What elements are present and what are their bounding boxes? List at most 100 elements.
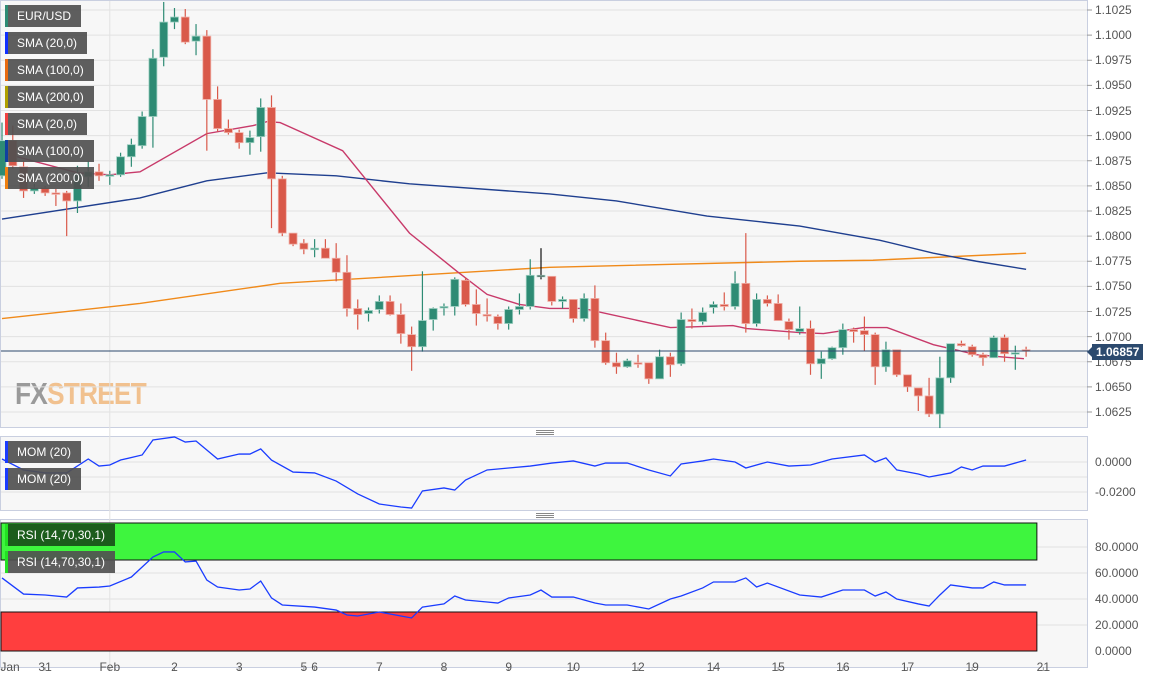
candle [482,298,492,322]
candle [353,299,363,330]
candle [180,8,190,45]
candle [913,387,923,411]
candle [525,259,535,310]
mom-axis-label: -0.0200 [1095,485,1136,499]
candle-body [353,308,363,315]
candle-body [676,319,686,365]
panel-resize-handle[interactable] [536,513,554,518]
legend-label: RSI (14,70,30,1) [17,528,106,542]
mom-legend-item[interactable]: MOM (20) [5,468,81,490]
candle [310,239,320,258]
candle-body [612,362,621,368]
legend-item[interactable]: SMA (20,0) [5,32,88,54]
candle-body [719,304,729,307]
candle [320,239,330,259]
price-axis-label: 1.0825 [1095,204,1132,218]
candle-body [126,144,136,158]
candle-body [482,314,492,317]
candle [213,86,223,132]
candle-body [989,337,999,359]
candle [870,332,880,385]
candle [288,232,298,247]
panel-resize-handle[interactable] [536,430,554,435]
price-axis-label: 1.0925 [1095,103,1132,118]
candle [827,346,837,360]
legend-item[interactable]: SMA (200,0) [5,86,94,108]
candle-body [320,247,330,259]
price-axis-label: 1.1000 [1095,28,1132,43]
candle-body [881,349,891,368]
candle [94,163,104,181]
candle [504,306,514,330]
candle-body [849,329,859,332]
x-axis-label: Feb [99,660,121,674]
price-axis-label: 1.0875 [1095,153,1132,168]
candle [407,326,417,371]
candle [719,292,729,311]
legend-color-swatch [5,59,8,81]
candle [838,323,848,355]
momentum-panel[interactable] [0,436,1088,511]
rsi-legend-item[interactable]: RSI (14,70,30,1) [5,524,116,546]
legend-item[interactable]: EUR/USD [5,5,82,27]
legend-item[interactable]: SMA (200,0) [5,167,94,189]
candle [806,320,815,375]
price-axis-label: 1.0750 [1095,279,1132,294]
candle-body [946,343,956,379]
legend-item[interactable]: SMA (100,0) [5,59,94,81]
candle-body [256,107,266,138]
legend-item[interactable]: SMA (100,0) [5,140,94,162]
candle-body [148,57,158,117]
rsi-overbought-zone [0,522,1038,561]
candle [450,277,460,316]
candle-body [137,116,147,147]
candle [892,349,902,377]
rsi-axis-label: 60.0000 [1095,566,1139,580]
legend-label: SMA (100,0) [17,63,84,77]
candle [536,248,546,280]
price-axis-label: 1.0700 [1095,329,1132,344]
candle [191,24,201,56]
candle [568,299,578,323]
price-panel[interactable] [0,0,1088,428]
candle [590,285,600,348]
candle-body [655,356,664,380]
candle-body [461,279,470,305]
candle-body [892,349,902,376]
rsi-legend-item[interactable]: RSI (14,70,30,1) [5,551,116,573]
candle [62,190,72,237]
candle-body [579,298,589,319]
candle-body [568,299,578,319]
candle-body [784,321,794,330]
candle-body [827,347,837,360]
candle [396,303,406,344]
candle-body [515,306,524,310]
legend-label: SMA (100,0) [17,144,84,158]
candle-body [245,137,255,144]
candle [935,356,945,429]
price-axis-label: 1.0800 [1095,229,1132,244]
x-axis-label: 8 [440,660,448,674]
candle [946,343,956,383]
candle [709,301,718,314]
candle [924,377,934,418]
legend-color-swatch [5,140,8,162]
candle [202,30,212,151]
price-axis-label: 1.0775 [1095,254,1132,269]
price-axis-label: 1.0950 [1095,78,1132,93]
candle [612,352,621,374]
mom-legend-item[interactable]: MOM (20) [5,441,81,463]
candle [385,295,395,316]
x-axis-label: 7 [375,660,383,674]
legend-color-swatch [5,524,8,546]
candle-body [762,299,772,304]
candle-body [428,308,438,320]
candle [579,293,589,322]
legend-color-swatch [5,113,8,135]
x-axis-label: 15 [771,660,785,674]
legend-item[interactable]: SMA (20,0) [5,113,88,135]
rsi-oversold-zone [0,611,1038,652]
candle-body [310,247,320,251]
price-axis-label: 1.0900 [1095,128,1132,143]
candle-body [935,377,945,415]
